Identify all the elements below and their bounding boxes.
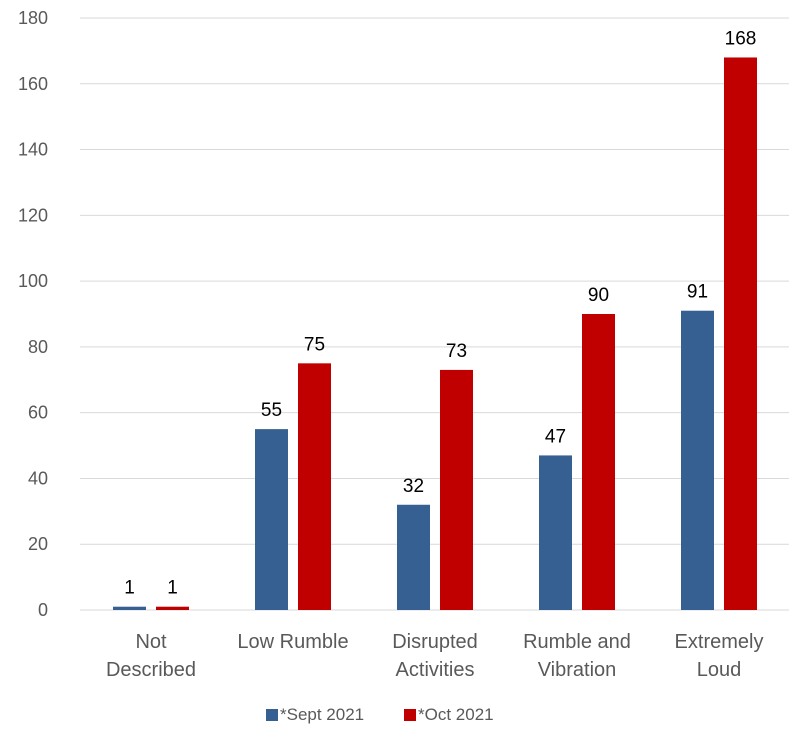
bar [440,369,473,610]
category-label: Low Rumble [237,631,348,653]
data-labels: 1 55 32 47 91 1 75 73 90 168 [124,28,756,598]
category-label-line: Activities [396,659,475,681]
bar [582,314,615,610]
bar [539,455,572,610]
category-label-line: Low Rumble [237,631,348,653]
y-tick-label: 40 [28,468,48,488]
data-label: 91 [687,282,708,303]
y-tick-label: 20 [28,534,48,554]
data-label: 55 [261,400,282,421]
category-label: Extremely Loud [675,631,764,681]
data-label: 168 [725,28,757,49]
category-label-line: Disrupted [392,631,478,653]
y-tick-label: 60 [28,403,48,423]
bar [298,363,331,610]
bar [724,57,757,610]
category-label: Disrupted Activities [392,631,478,681]
category-label: Rumble and Vibration [523,631,631,681]
bar [255,429,288,610]
y-tick-label: 140 [18,140,48,160]
data-label: 1 [124,578,135,599]
legend-label: *Sept 2021 [280,705,364,724]
x-axis-category-labels: Not Described Low Rumble Disrupted Activitie… [106,631,763,681]
data-label: 1 [167,578,178,599]
bar [156,606,189,610]
data-label: 47 [545,426,566,447]
data-label: 32 [403,476,424,497]
gridlines [80,17,789,611]
bar [113,606,146,610]
category-label-line: Extremely [675,631,764,653]
category-label-line: Vibration [538,659,617,681]
y-tick-label: 100 [18,271,48,291]
category-label-line: Described [106,659,196,681]
legend: *Sept 2021 *Oct 2021 [266,705,494,724]
y-tick-label: 120 [18,205,48,225]
data-label: 90 [588,285,609,306]
category-label-line: Loud [697,659,742,681]
y-axis-tick-labels: 0 20 40 60 80 100 120 140 160 180 [18,8,48,620]
bar [397,504,430,610]
y-tick-label: 0 [38,600,48,620]
category-label-line: Not [135,631,167,653]
data-label: 73 [446,341,467,362]
data-label: 75 [304,334,325,355]
y-tick-label: 80 [28,337,48,357]
legend-swatch [266,709,278,721]
legend-label: *Oct 2021 [418,705,494,724]
legend-swatch [404,709,416,721]
bar [681,310,714,610]
category-label-line: Rumble and [523,631,631,653]
category-label: Not Described [106,631,196,681]
bars [113,57,757,610]
y-tick-label: 180 [18,8,48,28]
y-tick-label: 160 [18,74,48,94]
